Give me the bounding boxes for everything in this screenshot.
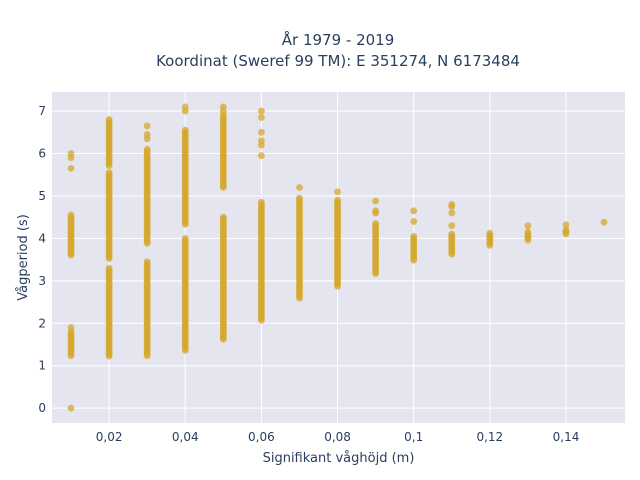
x-tick-label: 0,02	[96, 430, 123, 444]
data-point	[524, 236, 532, 244]
data-point	[296, 294, 303, 302]
data-point	[219, 335, 227, 343]
data-point	[143, 352, 151, 360]
data-point	[258, 107, 265, 115]
data-point	[600, 218, 608, 226]
data-point	[67, 324, 75, 331]
data-point	[143, 122, 151, 130]
tick-labels: 0,02 0,04 0,06 0,08 0,1 0,12 0,14 0 1 2 3 4 5 6 7	[38, 104, 579, 444]
x-tick-label: 0,04	[172, 430, 199, 444]
data-point	[372, 270, 380, 277]
data-point	[219, 183, 227, 191]
data-point	[562, 230, 570, 238]
data-point	[181, 103, 189, 111]
y-tick-label: 7	[38, 104, 46, 118]
data-point	[410, 256, 418, 264]
y-tick-label: 5	[38, 189, 46, 203]
y-tick-label: 3	[38, 274, 46, 288]
data-point	[448, 209, 456, 217]
data-point	[372, 197, 380, 205]
x-tick-label: 0,12	[476, 430, 503, 444]
data-point	[143, 131, 151, 138]
data-point	[410, 207, 418, 215]
data-point	[67, 404, 75, 412]
data-points	[67, 103, 608, 412]
data-point	[410, 218, 418, 225]
y-tick-label: 2	[38, 316, 46, 330]
data-point	[258, 137, 265, 145]
x-tick-label: 0,06	[248, 430, 275, 444]
data-point	[143, 239, 151, 247]
data-point	[334, 188, 341, 196]
x-tick-label: 0,14	[553, 430, 580, 444]
y-tick-label: 4	[38, 231, 46, 245]
data-point	[181, 347, 189, 354]
chart-title-line-1: År 1979 - 2019	[282, 30, 395, 49]
data-point	[67, 251, 75, 259]
x-tick-label: 0,1	[404, 430, 423, 444]
y-tick-label: 1	[38, 359, 46, 373]
data-point	[562, 221, 570, 229]
data-point	[105, 162, 113, 169]
data-point	[372, 207, 380, 215]
data-point	[296, 184, 303, 191]
y-tick-label: 6	[38, 147, 46, 161]
x-axis-title: Signifikant våghöjd (m)	[263, 451, 415, 466]
data-point	[181, 220, 189, 228]
data-point	[524, 222, 532, 230]
data-point	[334, 282, 341, 290]
x-tick-label: 0,08	[324, 430, 351, 444]
data-point	[258, 316, 265, 324]
data-point	[105, 352, 113, 360]
y-axis-title: Vågperiod (s)	[16, 214, 31, 301]
data-point	[258, 128, 265, 136]
chart-title-line-2: Koordinat (Sweref 99 TM): E 351274, N 61…	[156, 52, 520, 70]
data-point	[219, 103, 227, 111]
data-point	[486, 241, 494, 249]
data-point	[448, 250, 456, 258]
data-point	[258, 114, 265, 121]
data-point	[448, 222, 456, 230]
data-point	[105, 255, 113, 263]
data-point	[258, 152, 265, 160]
data-point	[67, 164, 75, 172]
data-point	[67, 352, 75, 360]
y-tick-label: 0	[38, 401, 46, 415]
data-point	[67, 150, 75, 157]
data-point	[448, 201, 456, 208]
